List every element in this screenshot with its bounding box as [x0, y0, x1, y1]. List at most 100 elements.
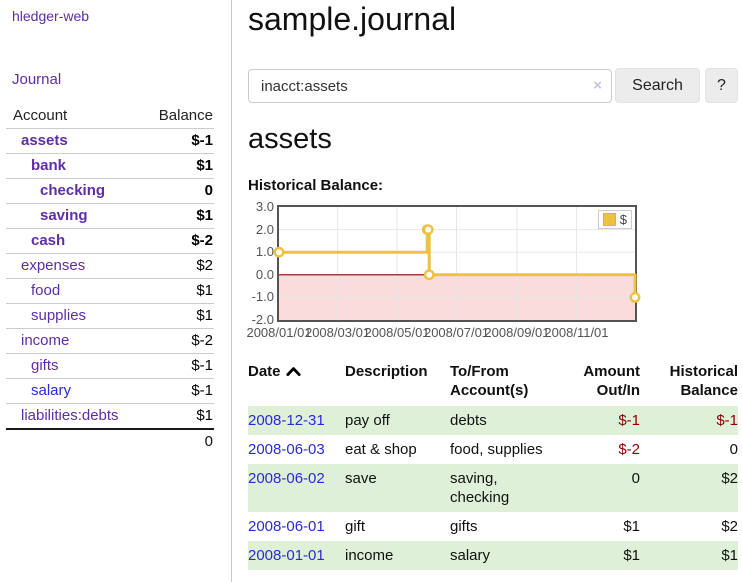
- sidebar-account-link-supplies[interactable]: supplies: [31, 307, 87, 324]
- register-header-row: Date Description To/From Account(s) Amou…: [248, 360, 738, 406]
- transaction-date-link[interactable]: 2008-12-31: [248, 412, 325, 429]
- accounts-total-row: 0: [6, 429, 214, 454]
- transaction-description: income: [345, 547, 394, 564]
- sidebar-item-journal[interactable]: Journal: [12, 71, 62, 88]
- sidebar-account-link-checking[interactable]: checking: [40, 182, 106, 199]
- accounts-table: Account Balance assets $-1 bank $1 checking 0…: [6, 104, 214, 454]
- y-tick-label: 3.0: [255, 199, 274, 214]
- sidebar-account-link-assets[interactable]: assets: [21, 132, 68, 149]
- account-row: salary $-1: [6, 378, 214, 404]
- x-tick-label: 2008/05/01: [364, 325, 430, 340]
- transaction-description: save: [345, 470, 377, 487]
- transaction-description: eat & shop: [345, 441, 417, 458]
- legend-label: $: [619, 212, 627, 227]
- accounts-total-value: 0: [204, 433, 213, 450]
- sidebar: hledger-web Journal Account Balance asse…: [0, 0, 231, 582]
- accounts-header-balance: Balance: [158, 107, 213, 124]
- account-row: supplies $1: [6, 303, 214, 329]
- account-balance: $1: [196, 407, 213, 424]
- account-row: expenses $2: [6, 253, 214, 279]
- legend-swatch: [602, 213, 616, 226]
- sidebar-account-link-expenses[interactable]: expenses: [21, 257, 86, 274]
- y-tick-label: 2.0: [255, 221, 274, 237]
- transaction-accounts: gifts: [450, 518, 478, 535]
- account-balance: $-1: [191, 357, 213, 374]
- account-balance: $-2: [191, 232, 213, 249]
- register-header-accounts: To/From Account(s): [450, 363, 529, 399]
- register-row: 2008-06-02 save saving, checking 0 $2: [248, 464, 738, 512]
- y-tick-label: -1.0: [251, 289, 274, 305]
- sidebar-account-link-food[interactable]: food: [31, 282, 61, 299]
- account-balance: $1: [196, 282, 213, 299]
- brand-link[interactable]: hledger-web: [12, 8, 90, 24]
- transaction-accounts: debts: [450, 412, 487, 429]
- sidebar-account-link-cash[interactable]: cash: [31, 232, 66, 249]
- account-row: assets $-1: [6, 128, 214, 154]
- transaction-date-link[interactable]: 2008-06-01: [248, 518, 325, 535]
- clear-search-icon[interactable]: ×: [593, 77, 602, 94]
- sidebar-account-link-income[interactable]: income: [21, 332, 70, 349]
- account-heading: assets: [248, 123, 332, 155]
- register-row: 2008-12-31 pay off debts $-1 $-1: [248, 406, 738, 435]
- register-row: 2008-01-01 income salary $1 $1: [248, 541, 738, 570]
- search-button[interactable]: Search: [615, 68, 700, 103]
- search-input-wrap: ×: [248, 69, 612, 103]
- transaction-balance: 0: [729, 441, 738, 458]
- transaction-amount: $-1: [618, 412, 640, 429]
- transaction-date-link[interactable]: 2008-01-01: [248, 547, 325, 564]
- chart-plot-area[interactable]: $: [273, 205, 641, 322]
- main-content: sample.journal × Search ? assets Histori…: [246, 0, 742, 582]
- register-row: 2008-06-03 eat & shop food, supplies $-2 0: [248, 435, 738, 464]
- accounts-total-spacer: [6, 429, 140, 454]
- account-balance: $-1: [191, 132, 213, 149]
- sidebar-account-link-bank[interactable]: bank: [31, 157, 67, 174]
- register-header-description: Description: [345, 363, 428, 380]
- accounts-header-account: Account: [13, 107, 68, 124]
- sidebar-account-link-liabilities-debts[interactable]: liabilities:debts: [21, 407, 119, 424]
- account-row: cash $-2: [6, 228, 214, 254]
- register-header-date[interactable]: Date: [248, 360, 345, 406]
- x-tick-label: 2008/07/01: [423, 325, 490, 340]
- transaction-description: gift: [345, 518, 366, 535]
- accounts-header-row: Account Balance: [6, 104, 214, 129]
- chart-x-axis: 2008/01/01 2008/03/01 2008/05/01 2008/07/01…: [246, 325, 635, 343]
- sidebar-account-link-saving[interactable]: saving: [40, 207, 88, 224]
- account-row: liabilities:debts $1: [6, 403, 214, 430]
- transaction-description: pay off: [345, 412, 390, 429]
- y-tick-label: -2.0: [251, 312, 274, 327]
- transaction-date-link[interactable]: 2008-06-02: [248, 470, 325, 487]
- register-row: 2008-06-01 gift gifts $1 $2: [248, 512, 738, 541]
- account-balance: $-2: [191, 332, 213, 349]
- transaction-balance: $2: [721, 518, 738, 535]
- page-title: sample.journal: [248, 1, 457, 37]
- transaction-balance: $2: [721, 470, 738, 487]
- account-row: checking 0: [6, 178, 214, 204]
- help-button[interactable]: ?: [705, 68, 738, 103]
- account-row: gifts $-1: [6, 353, 214, 379]
- sidebar-account-link-salary[interactable]: salary: [31, 382, 72, 399]
- register-table: Date Description To/From Account(s) Amou…: [248, 360, 738, 570]
- transaction-accounts: food, supplies: [450, 441, 543, 458]
- transaction-accounts: salary: [450, 547, 491, 564]
- x-tick-label: 2008/11/01: [544, 325, 609, 340]
- x-tick-label: 2008/01/01: [246, 325, 312, 340]
- transaction-date-link[interactable]: 2008-06-03: [248, 441, 325, 458]
- account-row: bank $1: [6, 153, 214, 179]
- transaction-amount: 0: [631, 470, 640, 487]
- x-tick-label: 2008/09/01: [484, 325, 550, 340]
- chart-legend: $: [597, 210, 632, 229]
- account-balance: 0: [204, 182, 213, 199]
- account-balance: $1: [196, 207, 213, 224]
- account-row: income $-2: [6, 328, 214, 354]
- transaction-amount: $1: [623, 547, 640, 564]
- register-header-balance: Historical Balance: [669, 363, 738, 399]
- transaction-balance: $-1: [716, 412, 738, 429]
- transaction-amount: $1: [623, 518, 640, 535]
- search-form: × Search ?: [248, 68, 742, 104]
- register-header-amount: Amount Out/In: [583, 363, 640, 399]
- y-tick-label: 0.0: [255, 266, 274, 282]
- account-balance: $-1: [191, 382, 213, 399]
- sidebar-account-link-gifts[interactable]: gifts: [31, 357, 59, 374]
- search-input[interactable]: [248, 69, 612, 103]
